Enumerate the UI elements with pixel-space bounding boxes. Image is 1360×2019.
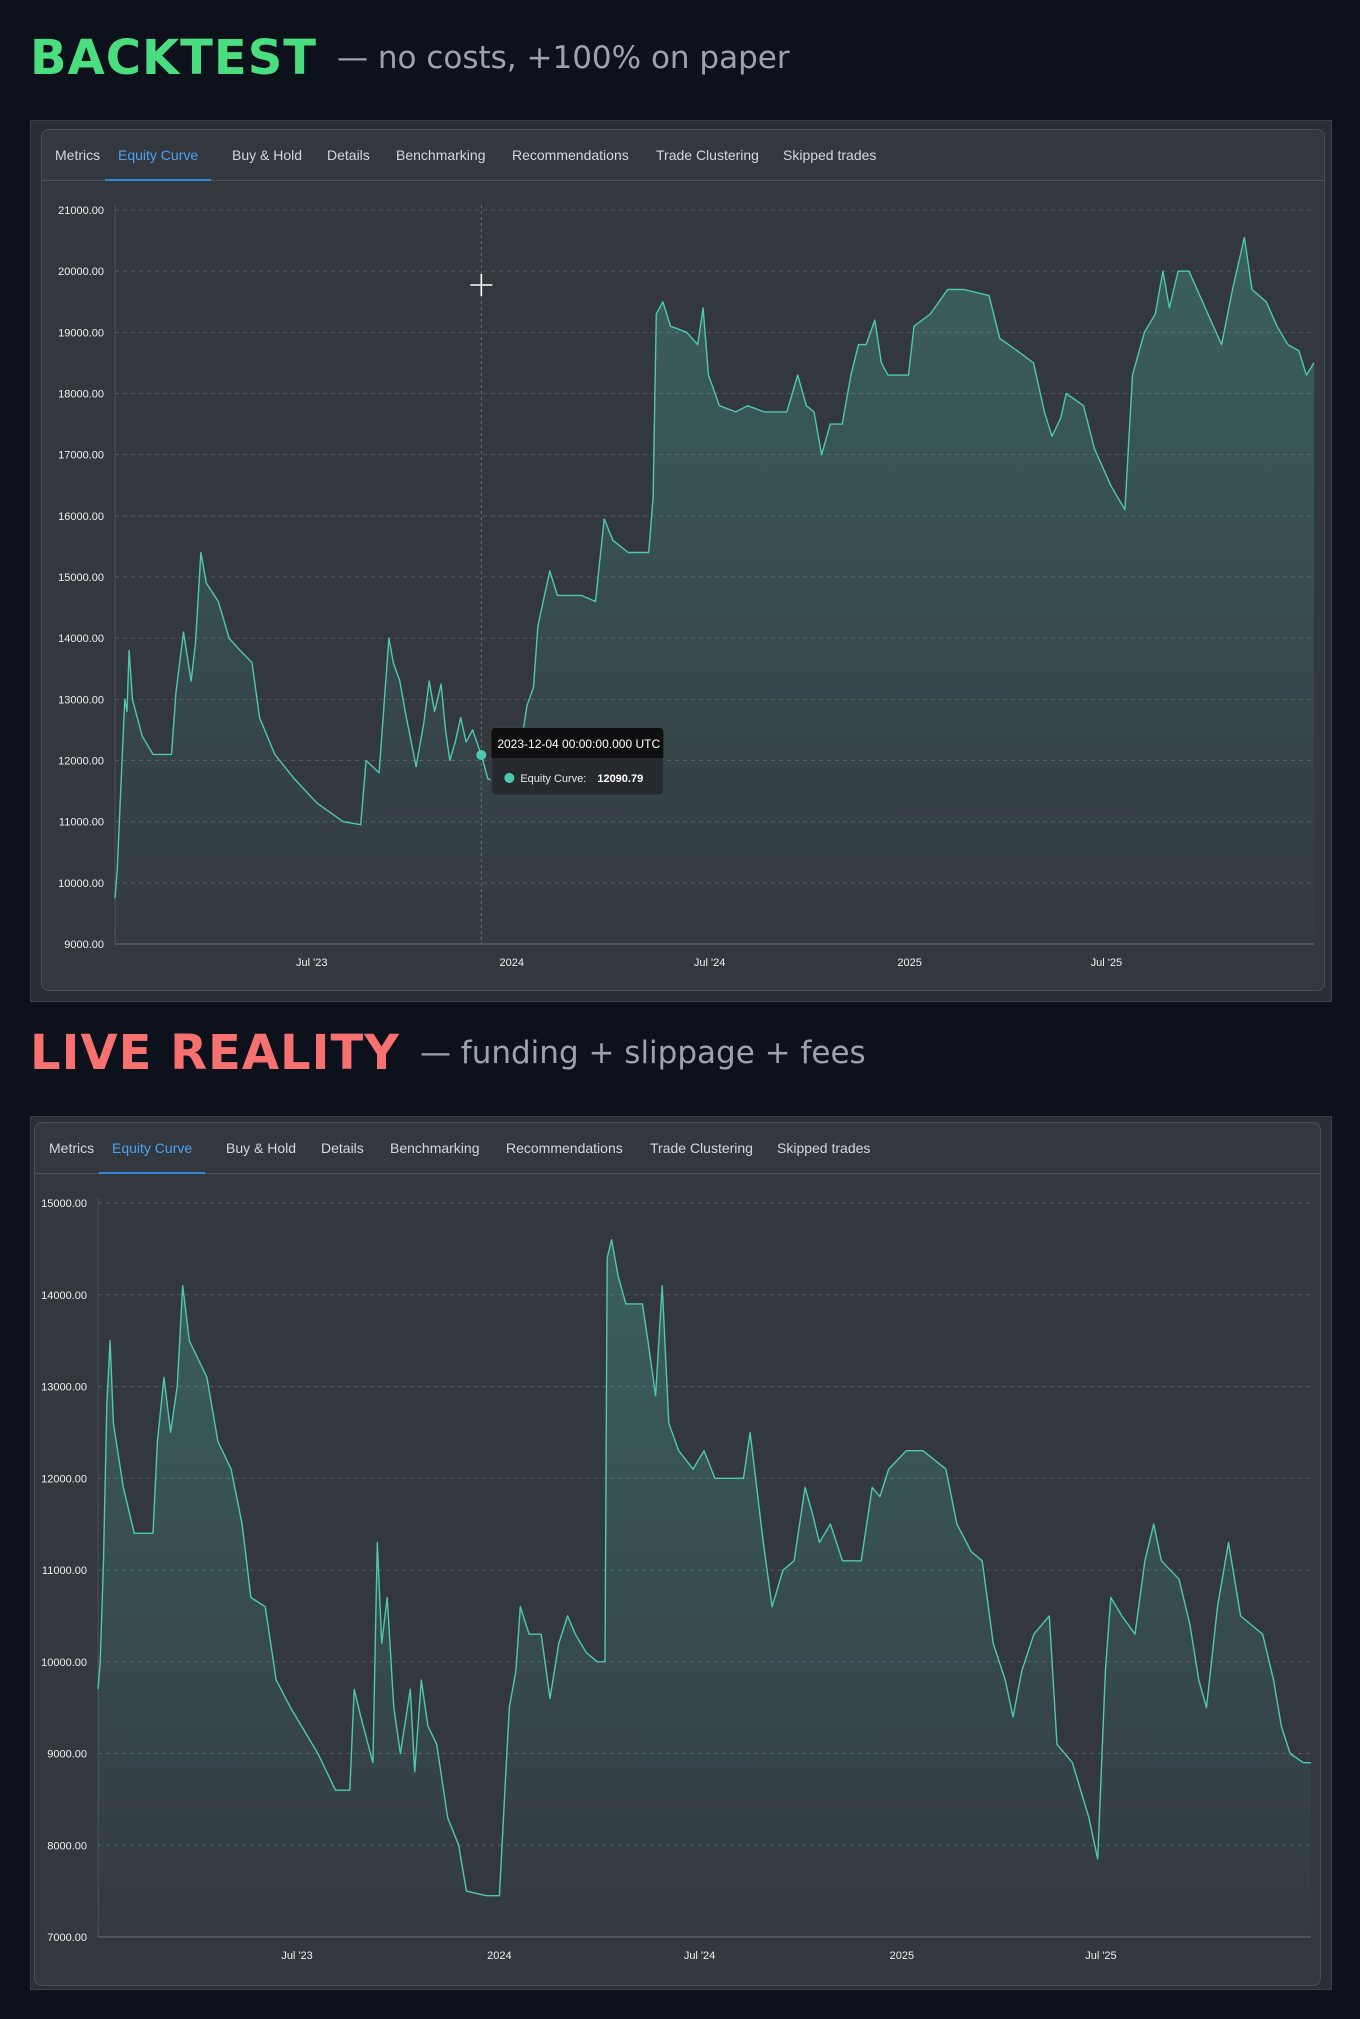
backtest-y-tick-label: 11000.00 (59, 817, 104, 829)
live-subtitle: — funding + slippage + fees (419, 1035, 866, 1071)
backtest-tab-equity-curve[interactable]: Equity Curve (104, 130, 212, 181)
live-y-tick-label: 14000.00 (41, 1290, 87, 1302)
tooltip-date: 2023-12-04 00:00:00.000 UTC (497, 737, 660, 751)
tooltip-value: 12090.79 (597, 773, 643, 785)
backtest-tab-skipped-trades[interactable]: Skipped trades (783, 147, 877, 163)
live-x-tick-label: Jul '24 (684, 1950, 715, 1962)
live-equity-area (98, 1239, 1311, 1937)
backtest-tab-recommendations[interactable]: Recommendations (512, 147, 629, 163)
backtest-tab-bar: Metrics Equity Curve Buy & Hold Details Benc… (42, 130, 1324, 181)
live-y-tick-label: 9000.00 (47, 1749, 87, 1761)
live-y-tick-label: 15000.00 (41, 1198, 87, 1210)
backtest-tab-metrics[interactable]: Metrics (55, 147, 101, 163)
backtest-equity-line[interactable] (114, 236, 1315, 899)
tooltip-point (476, 749, 487, 760)
backtest-x-tick-label: Jul '25 (1091, 957, 1122, 969)
backtest-y-tick-label: 13000.00 (58, 694, 104, 706)
backtest-y-tick-label: 9000.00 (64, 939, 104, 951)
backtest-x-tick-label: 2025 (897, 957, 921, 969)
backtest-tab-buy-and-hold[interactable]: Buy & Hold (232, 147, 303, 163)
backtest-y-tick-label: 18000.00 (58, 389, 104, 401)
backtest-tab-trade-clustering[interactable]: Trade Clustering (656, 147, 759, 163)
tooltip: 2023-12-04 00:00:00.000 UTC Equity Curve:… (490, 727, 664, 796)
tooltip-series-label: Equity Curve: (520, 773, 586, 785)
live-panel: Metrics Equity Curve Buy & Hold Details Benc… (34, 1122, 1321, 1986)
backtest-equity-area (115, 237, 1314, 944)
live-tab-benchmarking[interactable]: Benchmarking (390, 1140, 480, 1156)
live-x-tick-label: Jul '23 (281, 1950, 312, 1962)
live-tab-details[interactable]: Details (321, 1140, 364, 1156)
live-tab-trade-clustering[interactable]: Trade Clustering (650, 1140, 753, 1156)
backtest-x-tick-label: Jul '24 (694, 957, 725, 969)
backtest-y-tick-label: 15000.00 (58, 572, 104, 584)
backtest-subtitle: — no costs, +100% on paper (337, 40, 790, 76)
backtest-heading: BACKTEST — no costs, +100% on paper (30, 28, 790, 88)
live-title: LIVE REALITY (30, 1025, 400, 1081)
backtest-x-tick-label: Jul '23 (296, 957, 327, 969)
backtest-y-tick-label: 20000.00 (58, 266, 104, 278)
live-y-tick-label: 11000.00 (42, 1565, 87, 1577)
live-x-tick-label: Jul '25 (1085, 1950, 1116, 1962)
backtest-tab-details[interactable]: Details (327, 147, 370, 163)
live-y-tick-label: 13000.00 (41, 1382, 87, 1394)
live-heading: LIVE REALITY — funding + slippage + fees (30, 1023, 866, 1083)
tooltip-series-dot (504, 772, 515, 783)
backtest-panel: Metrics Equity Curve Buy & Hold Details Benc… (41, 129, 1325, 991)
live-tab-bar: Metrics Equity Curve Buy & Hold Details Benc… (35, 1123, 1320, 1174)
live-tab-metrics[interactable]: Metrics (49, 1140, 95, 1156)
live-equity-chart[interactable]: 15000.00 14000.00 13000.00 12000.00 11000.00… (35, 1123, 1320, 1985)
backtest-y-tick-label: 19000.00 (58, 327, 104, 339)
backtest-y-tick-label: 12000.00 (58, 756, 104, 768)
live-y-tick-label: 12000.00 (41, 1473, 87, 1485)
live-x-tick-label: 2024 (487, 1950, 511, 1962)
live-y-tick-label: 8000.00 (47, 1840, 87, 1852)
backtest-y-tick-label: 17000.00 (58, 450, 104, 462)
crosshair-cursor-icon (470, 274, 493, 296)
live-y-tick-label: 10000.00 (41, 1657, 87, 1669)
backtest-title: BACKTEST (30, 30, 317, 86)
live-x-tick-label: 2025 (890, 1950, 914, 1962)
live-tab-recommendations[interactable]: Recommendations (506, 1140, 623, 1156)
live-tab-equity-curve[interactable]: Equity Curve (98, 1123, 206, 1174)
backtest-equity-chart[interactable]: 21000.00 20000.00 19000.00 18000.00 17000.00… (42, 130, 1324, 990)
backtest-y-tick-label: 10000.00 (58, 878, 104, 890)
backtest-tab-benchmarking[interactable]: Benchmarking (396, 147, 486, 163)
backtest-y-tick-label: 14000.00 (58, 633, 104, 645)
backtest-y-tick-label: 21000.00 (58, 205, 104, 217)
live-tab-buy-and-hold[interactable]: Buy & Hold (226, 1140, 297, 1156)
live-tab-skipped-trades[interactable]: Skipped trades (777, 1140, 871, 1156)
live-equity-line[interactable] (97, 1239, 1311, 1897)
backtest-y-tick-label: 16000.00 (58, 511, 104, 523)
live-y-tick-label: 7000.00 (47, 1932, 87, 1944)
backtest-x-tick-label: 2024 (500, 957, 524, 969)
